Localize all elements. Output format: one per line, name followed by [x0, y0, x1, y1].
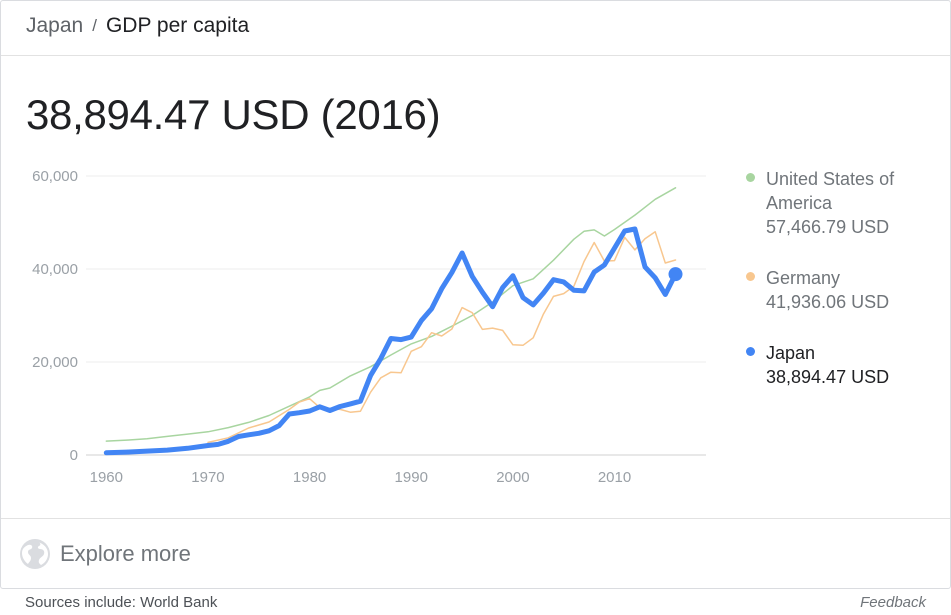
legend-dot-japan: [746, 347, 755, 356]
legend-name: Japan: [766, 343, 816, 363]
footer-divider: [1, 518, 950, 519]
x-tick-label: 1980: [293, 469, 326, 486]
chart-legend: United States of America 57,466.79 USD G…: [746, 167, 946, 416]
footer: Sources include: World Bank Feedback: [25, 594, 926, 614]
globe-icon: [20, 539, 50, 569]
legend-item-germany[interactable]: Germany 41,936.06 USD: [746, 266, 946, 314]
y-tick-label: 20,000: [32, 354, 78, 371]
breadcrumb: Japan / GDP per capita: [26, 13, 249, 39]
legend-item-usa[interactable]: United States of America 57,466.79 USD: [746, 167, 946, 239]
y-tick-label: 60,000: [32, 168, 78, 185]
legend-item-japan[interactable]: Japan 38,894.47 USD: [746, 341, 946, 389]
explore-more-label: Explore more: [60, 541, 191, 566]
knowledge-card: Japan / GDP per capita 38,894.47 USD (20…: [0, 0, 951, 589]
breadcrumb-parent-link[interactable]: Japan: [26, 14, 84, 37]
x-tick-label: 2010: [598, 469, 631, 486]
x-tick-label: 1960: [90, 469, 123, 486]
legend-value: 57,466.79 USD: [766, 217, 890, 237]
header-divider: [1, 55, 950, 56]
feedback-link[interactable]: Feedback: [860, 594, 926, 611]
series-endpoint-japan: [668, 267, 683, 282]
explore-more-link[interactable]: Explore more: [19, 536, 191, 572]
breadcrumb-separator: /: [92, 16, 97, 35]
legend-name: United States of America: [766, 169, 895, 213]
legend-value: 41,936.06 USD: [766, 292, 890, 312]
x-tick-label: 1970: [191, 469, 224, 486]
series-line-japan: [103, 226, 678, 456]
x-tick-label: 1990: [395, 469, 428, 486]
breadcrumb-current: GDP per capita: [105, 14, 250, 37]
sources-text: Sources include: World Bank: [25, 594, 218, 611]
series-line-united-states-of-america: [105, 187, 677, 442]
y-tick-label: 40,000: [32, 261, 78, 278]
x-tick-label: 2000: [496, 469, 529, 486]
headline-value: 38,894.47 USD (2016): [26, 91, 441, 138]
legend-dot-germany: [746, 272, 755, 281]
legend-value: 38,894.47 USD: [766, 367, 890, 387]
legend-dot-usa: [746, 173, 755, 182]
y-tick-label: 0: [70, 447, 78, 464]
legend-name: Germany: [766, 268, 841, 288]
gdp-line-chart[interactable]: 0 20,000 40,000 60,000 1960 1970 1980 1990 2000 2…: [1, 156, 721, 501]
